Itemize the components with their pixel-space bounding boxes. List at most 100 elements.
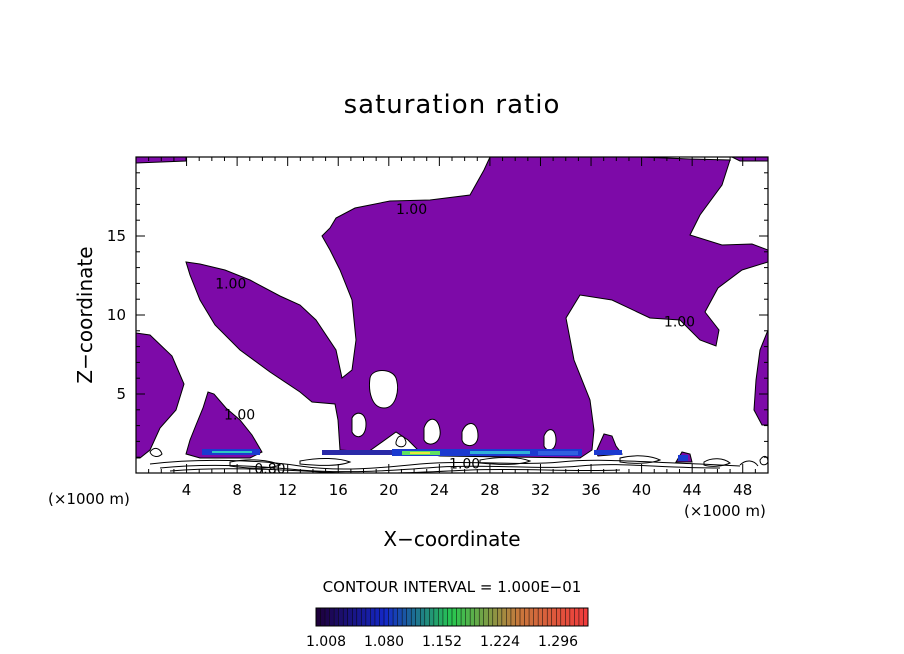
colorbar-swatch: [402, 608, 407, 626]
colorbar-swatch: [452, 608, 457, 626]
x-tick-label: 48: [733, 481, 752, 499]
colorbar-swatch: [356, 608, 362, 626]
contour-label: 1.00: [396, 202, 427, 218]
colorbar-swatch: [343, 608, 348, 626]
hole: [543, 429, 557, 451]
colorbar-swatch: [461, 608, 466, 626]
right-edge-cloud-region: [753, 329, 768, 426]
colorbar-swatch: [442, 608, 448, 626]
colorbar-swatch: [438, 608, 443, 626]
band-blue: [678, 455, 688, 461]
colorbar-swatch: [424, 608, 430, 626]
contour-line: [149, 459, 741, 470]
colorbar-swatch: [347, 608, 353, 626]
band-yellow: [410, 452, 430, 454]
colorbar-swatch: [456, 608, 462, 626]
hole: [369, 370, 398, 409]
colorbar-swatch: [488, 608, 493, 626]
colorbar-swatch: [551, 608, 557, 626]
colorbar-swatch: [542, 608, 548, 626]
colorbar-swatch: [415, 608, 421, 626]
x-tick-label: 16: [329, 481, 348, 499]
x-tick-label: 40: [632, 481, 651, 499]
x-tick-label: 36: [581, 481, 600, 499]
colorbar-swatch: [429, 608, 434, 626]
colorbar-swatch: [365, 608, 371, 626]
colorbar-swatch: [492, 608, 498, 626]
colorbar-swatch: [524, 608, 530, 626]
colorbar-swatch: [406, 608, 412, 626]
hole: [461, 423, 479, 446]
x-tick-label: 28: [480, 481, 499, 499]
chart-title: saturation ratio: [344, 90, 561, 120]
main-cloud-region: [185, 157, 768, 459]
colorbar-swatch: [370, 608, 375, 626]
x-tick-label: 20: [379, 481, 398, 499]
contour-line: [619, 455, 662, 464]
colorbar-swatch: [578, 608, 584, 626]
contour-label: 1.00: [215, 276, 246, 292]
band-blue: [594, 450, 622, 455]
y-tick-label: 5: [116, 385, 126, 403]
contour-line: [479, 457, 532, 465]
x-tick-label: 4: [182, 481, 192, 499]
contour-line: [229, 459, 282, 469]
colorbar: [315, 608, 588, 626]
colorbar-tick-label: 1.152: [422, 634, 462, 650]
colorbar-labels: 1.008 1.080 1.152 1.224 1.296: [306, 634, 578, 650]
colorbar-swatch: [479, 608, 484, 626]
colorbar-swatch: [506, 608, 511, 626]
x-tick-label: 12: [278, 481, 297, 499]
hole: [351, 412, 367, 438]
colorbar-swatch: [325, 608, 330, 626]
left-cloud-region: [136, 332, 185, 459]
y-axis-label: Z−coordinate: [73, 246, 97, 383]
colorbar-swatch: [497, 608, 502, 626]
colorbar-swatch: [320, 608, 326, 626]
colorbar-swatch: [433, 608, 439, 626]
contour-line: [759, 455, 768, 466]
colorbar-swatch: [465, 608, 471, 626]
colorbar-swatch: [501, 608, 507, 626]
colorbar-swatch: [329, 608, 335, 626]
colorbar-swatch: [569, 608, 575, 626]
colorbar-swatch: [316, 608, 321, 626]
colorbar-swatch: [361, 608, 366, 626]
colorbar-tick-label: 1.008: [306, 634, 346, 650]
x-axis-ticks: 4 8 12 16 20 24 28 32 36 40 44 48: [148, 157, 756, 499]
hole: [395, 435, 407, 448]
band-blue: [538, 451, 578, 455]
contour-line: [149, 447, 163, 457]
x-units-left: (×1000 m): [48, 490, 130, 508]
colorbar-frame: [315, 607, 589, 627]
colorbar-tick-label: 1.080: [364, 634, 404, 650]
main-cloud-region: [731, 157, 768, 162]
contour-line: [299, 458, 352, 466]
colorbar-swatch: [447, 608, 452, 626]
contour-label: 1.00: [224, 408, 255, 424]
hole: [423, 418, 441, 445]
colorbar-swatch: [520, 608, 525, 626]
colorbar-swatch: [411, 608, 416, 626]
colorbar-swatch: [384, 608, 389, 626]
contour-label: 1.00: [664, 314, 695, 330]
colorbar-swatch: [374, 608, 380, 626]
contour-interval: CONTOUR INTERVAL = 1.000E−01: [323, 578, 582, 596]
y-tick-label: 15: [107, 227, 126, 245]
colorbar-swatch: [556, 608, 561, 626]
plot-area: [136, 157, 768, 473]
colorbar-swatch: [515, 608, 520, 626]
colorbar-swatch: [470, 608, 475, 626]
colorbar-swatch: [560, 608, 566, 626]
colorbar-swatch: [565, 608, 570, 626]
subsaturation-holes: [351, 370, 557, 451]
x-axis-label: X−coordinate: [383, 527, 520, 551]
colorbar-swatch: [420, 608, 425, 626]
contour-line: [159, 464, 721, 473]
colorbar-tick-label: 1.224: [480, 634, 520, 650]
colorbar-swatch: [352, 608, 357, 626]
colorbar-swatch: [334, 608, 339, 626]
x-tick-label: 32: [531, 481, 550, 499]
colorbar-swatch: [388, 608, 394, 626]
